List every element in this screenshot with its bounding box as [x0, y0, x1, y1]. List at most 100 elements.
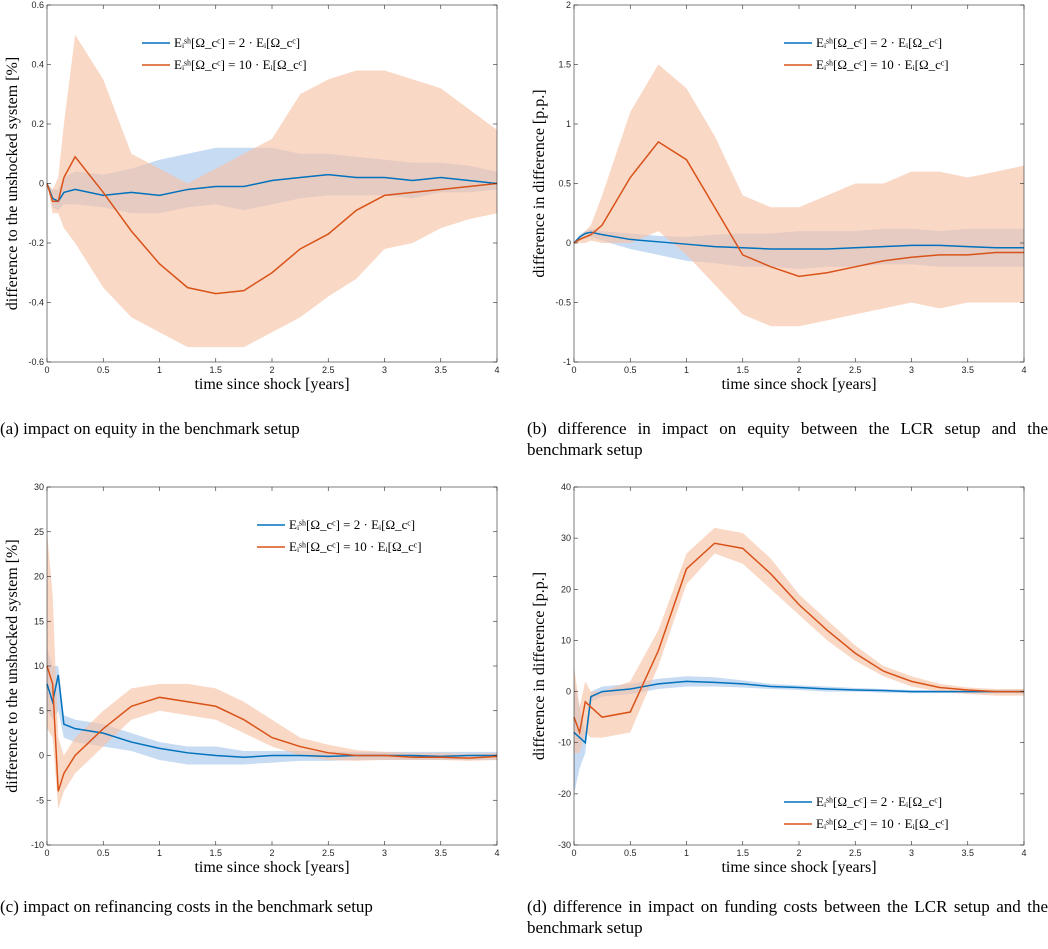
y-axis-label: difference to the unshocked system [%]: [4, 539, 21, 792]
x-tick-label: 3.5: [961, 848, 974, 858]
x-tick-label: 4: [1021, 365, 1026, 375]
caption: (a) impact on equity in the benchmark se…: [0, 419, 300, 438]
y-tick-label: -10: [558, 738, 571, 748]
legend-label: Eᵢˢʰ[Ω_cᶜ] = 2 · Eᵢ[Ω_cᶜ]: [174, 35, 300, 50]
x-tick-label: 0.5: [97, 848, 110, 858]
x-tick-label: 0: [571, 848, 576, 858]
confidence-band: [574, 64, 1024, 327]
x-tick-label: 2.5: [322, 365, 335, 375]
x-tick-label: 2.5: [849, 365, 862, 375]
x-tick-label: 1: [684, 365, 689, 375]
y-tick-label: 15: [34, 616, 44, 626]
x-tick-label: 3.5: [434, 365, 447, 375]
x-tick-label: 1: [157, 848, 162, 858]
y-tick-label: 0.5: [558, 179, 571, 189]
series-line: [46, 173, 498, 203]
y-tick-label: -0.5: [555, 298, 571, 308]
x-tick-label: 0: [44, 848, 49, 858]
x-tick-label: 1.5: [736, 365, 749, 375]
y-tick-label: -30: [558, 840, 571, 850]
series-line: [46, 665, 498, 792]
y-tick-label: 10: [561, 635, 571, 645]
x-tick-label: 0: [571, 365, 576, 375]
x-tick-label: 0.5: [97, 365, 110, 375]
y-tick-label: 0.6: [31, 0, 44, 10]
caption: (c) impact on refinancing costs in the b…: [0, 897, 373, 916]
legend-label: Eᵢˢʰ[Ω_cᶜ] = 10 · Eᵢ[Ω_cᶜ]: [816, 816, 949, 831]
y-tick-label: -5: [36, 795, 44, 805]
x-axis-label: time since shock [years]: [194, 859, 349, 876]
x-tick-label: 2.5: [849, 848, 862, 858]
series-line: [46, 155, 498, 295]
y-tick-label: 2: [566, 0, 571, 10]
y-tick-label: 10: [34, 661, 44, 671]
y-tick-label: 0: [566, 238, 571, 248]
y-tick-label: 0: [566, 687, 571, 697]
confidence-band: [47, 648, 497, 765]
series-line: [573, 140, 1024, 278]
x-tick-label: 3: [382, 848, 387, 858]
y-tick-label: -0.6: [28, 357, 44, 367]
y-axis-label: difference in difference [p.p.]: [531, 89, 548, 277]
x-tick-label: 0.5: [624, 365, 637, 375]
y-tick-label: 0.2: [31, 119, 44, 129]
legend-label: Eᵢˢʰ[Ω_cᶜ] = 2 · Eᵢ[Ω_cᶜ]: [816, 794, 942, 809]
series-line: [573, 680, 1024, 745]
confidence-band: [47, 34, 497, 348]
legend-label: Eᵢˢʰ[Ω_cᶜ] = 10 · Eᵢ[Ω_cᶜ]: [174, 57, 307, 72]
x-tick-label: 1: [157, 365, 162, 375]
x-tick-label: 1.5: [209, 848, 222, 858]
y-tick-label: 25: [34, 527, 44, 537]
confidence-band: [574, 527, 1024, 753]
x-tick-label: 3.5: [961, 365, 974, 375]
x-tick-label: 3: [909, 848, 914, 858]
x-axis-label: time since shock [years]: [721, 859, 876, 876]
y-tick-label: 1: [566, 119, 571, 129]
y-axis-label: difference in difference [p.p.]: [531, 572, 548, 760]
x-tick-label: 0: [44, 365, 49, 375]
y-tick-label: 40: [561, 482, 571, 492]
legend-label: Eᵢˢʰ[Ω_cᶜ] = 2 · Eᵢ[Ω_cᶜ]: [816, 35, 942, 50]
legend-label: Eᵢˢʰ[Ω_cᶜ] = 10 · Eᵢ[Ω_cᶜ]: [816, 57, 949, 72]
x-tick-label: 1.5: [736, 848, 749, 858]
y-tick-label: 5: [39, 706, 44, 716]
series-line: [573, 542, 1024, 736]
y-tick-label: 0.4: [31, 60, 44, 70]
x-tick-label: 4: [494, 365, 499, 375]
legend-label: Eᵢˢʰ[Ω_cᶜ] = 10 · Eᵢ[Ω_cᶜ]: [289, 539, 422, 554]
x-tick-label: 0.5: [624, 848, 637, 858]
x-tick-label: 1.5: [209, 365, 222, 375]
series-line: [46, 674, 497, 759]
x-tick-label: 4: [494, 848, 499, 858]
x-tick-label: 4: [1021, 848, 1026, 858]
x-tick-label: 2: [269, 365, 274, 375]
confidence-band: [47, 531, 497, 810]
x-tick-label: 2: [796, 848, 801, 858]
y-tick-label: 1.5: [558, 60, 571, 70]
y-tick-label: -0.2: [28, 238, 44, 248]
y-tick-label: 20: [34, 572, 44, 582]
caption: (d) difference in impact on funding cost…: [527, 897, 1048, 937]
y-tick-label: -0.4: [28, 298, 44, 308]
x-tick-label: 2: [796, 365, 801, 375]
legend-label: Eᵢˢʰ[Ω_cᶜ] = 2 · Eᵢ[Ω_cᶜ]: [289, 517, 415, 532]
x-axis-label: time since shock [years]: [194, 376, 349, 393]
y-tick-label: 20: [561, 584, 571, 594]
x-tick-label: 2.5: [322, 848, 335, 858]
x-tick-label: 2: [269, 848, 274, 858]
axes-box: [46, 486, 498, 846]
y-tick-label: -10: [31, 840, 44, 850]
x-axis-label: time since shock [years]: [721, 376, 876, 393]
x-tick-label: 1: [684, 848, 689, 858]
caption: (b) difference in impact on equity betwe…: [527, 419, 1048, 459]
x-tick-label: 3.5: [434, 848, 447, 858]
y-tick-label: 0: [39, 751, 44, 761]
y-tick-label: 30: [34, 482, 44, 492]
y-tick-label: 30: [561, 533, 571, 543]
x-tick-label: 3: [909, 365, 914, 375]
y-tick-label: 0: [39, 179, 44, 189]
y-tick-label: -1: [563, 357, 571, 367]
y-tick-label: -20: [558, 789, 571, 799]
